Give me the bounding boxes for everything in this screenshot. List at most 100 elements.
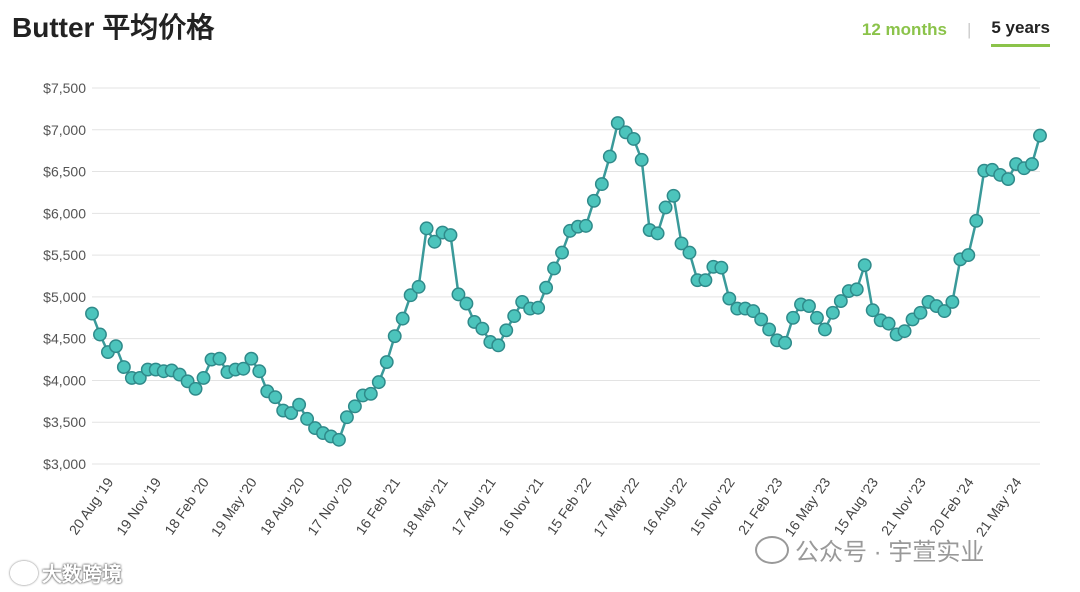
data-point (244, 351, 259, 366)
data-point (499, 323, 514, 338)
y-tick-label: $5,500 (43, 247, 86, 263)
data-point (387, 329, 402, 344)
y-tick-label: $6,500 (43, 164, 86, 180)
data-point (419, 221, 434, 236)
data-point (945, 294, 960, 309)
x-tick-label: 16 May '23 (781, 474, 833, 539)
x-tick-label: 18 Aug '20 (257, 474, 308, 537)
x-tick-label: 16 Nov '21 (495, 474, 546, 538)
data-point (491, 338, 506, 353)
data-point (817, 322, 832, 337)
data-point (857, 258, 872, 273)
data-point (443, 228, 458, 243)
data-point (292, 397, 307, 412)
data-point (682, 245, 697, 260)
data-point (674, 236, 689, 251)
x-tick-label: 21 May '24 (972, 474, 1024, 539)
y-tick-label: $5,000 (43, 289, 86, 305)
data-point (363, 386, 378, 401)
data-point (507, 309, 522, 324)
data-point (196, 370, 211, 385)
data-point (802, 299, 816, 314)
page-title: Butter 平均价格 (12, 12, 215, 43)
data-point (1001, 172, 1016, 187)
data-point (332, 432, 346, 447)
data-point (714, 260, 729, 275)
data-point (371, 375, 386, 390)
x-tick-label: 18 Feb '20 (161, 474, 212, 537)
x-tick-label: 15 Feb '22 (544, 474, 595, 537)
x-tick-label: 17 Aug '21 (448, 474, 499, 537)
watermark-left: 大数跨境 (10, 558, 122, 587)
data-point (459, 296, 474, 311)
data-point (555, 245, 569, 260)
data-point (849, 282, 864, 297)
x-tick-label: 17 May '22 (590, 474, 642, 539)
data-point (1033, 128, 1047, 143)
data-point (937, 304, 952, 319)
y-tick-label: $4,500 (43, 331, 86, 347)
data-point (451, 287, 466, 302)
x-tick-label: 21 Nov '23 (878, 474, 929, 538)
data-point (108, 339, 123, 354)
tab-separator: | (966, 19, 972, 39)
data-point (539, 280, 554, 295)
y-tick-label: $4,000 (43, 372, 86, 388)
data-point (602, 149, 617, 164)
data-point (547, 261, 562, 276)
tab-12-months[interactable]: 12 months (861, 19, 947, 39)
data-point (961, 248, 976, 263)
x-tick-label: 16 Aug '22 (639, 474, 690, 537)
data-point (300, 411, 315, 426)
x-tick-label: 15 Aug '23 (830, 474, 881, 537)
data-point (188, 381, 203, 396)
data-point (236, 361, 251, 376)
watermark-right-text: 公众号 · 宇萱实业 (795, 539, 985, 566)
data-point (969, 213, 984, 228)
data-point (658, 200, 673, 215)
range-tabs: 12 months | 5 years (862, 18, 1050, 47)
y-tick-label: $7,500 (43, 80, 86, 96)
x-tick-label: 15 Nov '22 (687, 474, 738, 538)
data-point (395, 311, 410, 326)
data-point (786, 310, 800, 325)
data-point (809, 310, 824, 325)
wechat-icon (755, 535, 789, 564)
watermark-right: 公众号 · 宇萱实业 (755, 532, 984, 567)
data-point (650, 226, 665, 241)
data-point (252, 364, 267, 379)
data-point (610, 116, 625, 131)
data-point (833, 294, 848, 309)
data-point (626, 132, 641, 146)
data-point (698, 273, 713, 288)
data-point (1025, 157, 1039, 171)
watermark-left-text: 大数跨境 (42, 564, 122, 586)
x-tick-label: 19 May '20 (208, 474, 260, 539)
data-point (284, 406, 299, 420)
data-point (132, 370, 147, 385)
y-tick-label: $3,500 (43, 414, 86, 430)
x-tick-label: 20 Aug '19 (66, 474, 117, 537)
data-point (865, 303, 880, 318)
y-tick-label: $7,000 (43, 122, 86, 138)
data-point (379, 355, 394, 370)
x-tick-label: 16 Feb '21 (352, 474, 403, 537)
data-point (347, 399, 362, 414)
data-point (825, 305, 840, 320)
x-tick-label: 19 Nov '19 (113, 474, 164, 538)
data-point (339, 410, 354, 425)
series-line (90, 121, 1042, 442)
data-point (881, 316, 896, 331)
tab-5-years[interactable]: 5 years (991, 18, 1050, 47)
data-point (778, 335, 793, 350)
logo-icon (10, 560, 38, 585)
data-point (268, 390, 283, 405)
data-point (403, 288, 418, 303)
x-tick-label: 20 Feb '24 (926, 474, 977, 537)
data-point (762, 322, 777, 337)
data-point (475, 321, 490, 336)
y-tick-label: $6,000 (43, 205, 86, 221)
data-point (746, 304, 761, 319)
data-point (586, 193, 601, 208)
data-point (93, 327, 107, 342)
